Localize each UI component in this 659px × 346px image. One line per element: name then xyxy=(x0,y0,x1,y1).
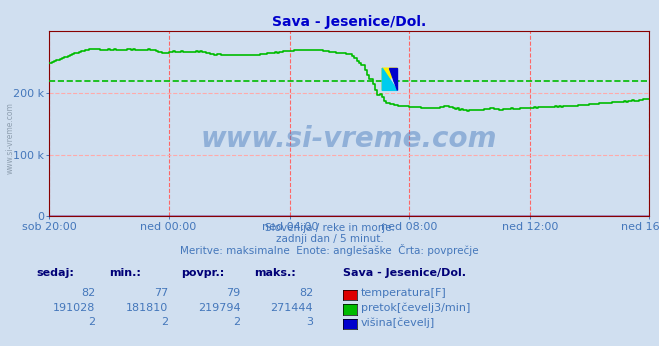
Polygon shape xyxy=(382,68,397,90)
Text: Meritve: maksimalne  Enote: anglešaške  Črta: povprečje: Meritve: maksimalne Enote: anglešaške Čr… xyxy=(180,244,479,256)
Polygon shape xyxy=(382,68,397,90)
Text: 82: 82 xyxy=(81,288,96,298)
Text: višina[čevelj]: višina[čevelj] xyxy=(361,317,436,328)
Text: 2: 2 xyxy=(233,317,241,327)
Text: 181810: 181810 xyxy=(126,303,168,313)
Text: www.si-vreme.com: www.si-vreme.com xyxy=(5,102,14,174)
Text: pretok[čevelj3/min]: pretok[čevelj3/min] xyxy=(361,303,471,313)
Text: www.si-vreme.com: www.si-vreme.com xyxy=(201,125,498,153)
Text: temperatura[F]: temperatura[F] xyxy=(361,288,447,298)
Text: sedaj:: sedaj: xyxy=(36,268,74,278)
Text: 3: 3 xyxy=(306,317,313,327)
Title: Sava - Jesenice/Dol.: Sava - Jesenice/Dol. xyxy=(272,15,426,29)
Text: 79: 79 xyxy=(226,288,241,298)
Text: 77: 77 xyxy=(154,288,168,298)
Text: povpr.:: povpr.: xyxy=(181,268,225,278)
Text: min.:: min.: xyxy=(109,268,140,278)
Text: maks.:: maks.: xyxy=(254,268,295,278)
Text: zadnji dan / 5 minut.: zadnji dan / 5 minut. xyxy=(275,234,384,244)
Text: 191028: 191028 xyxy=(53,303,96,313)
Text: Slovenija / reke in morje.: Slovenija / reke in morje. xyxy=(264,223,395,233)
Text: 2: 2 xyxy=(88,317,96,327)
Polygon shape xyxy=(389,68,397,90)
Text: Sava - Jesenice/Dol.: Sava - Jesenice/Dol. xyxy=(343,268,466,278)
Text: 271444: 271444 xyxy=(270,303,313,313)
Text: 82: 82 xyxy=(299,288,313,298)
Text: 2: 2 xyxy=(161,317,168,327)
Text: 219794: 219794 xyxy=(198,303,241,313)
